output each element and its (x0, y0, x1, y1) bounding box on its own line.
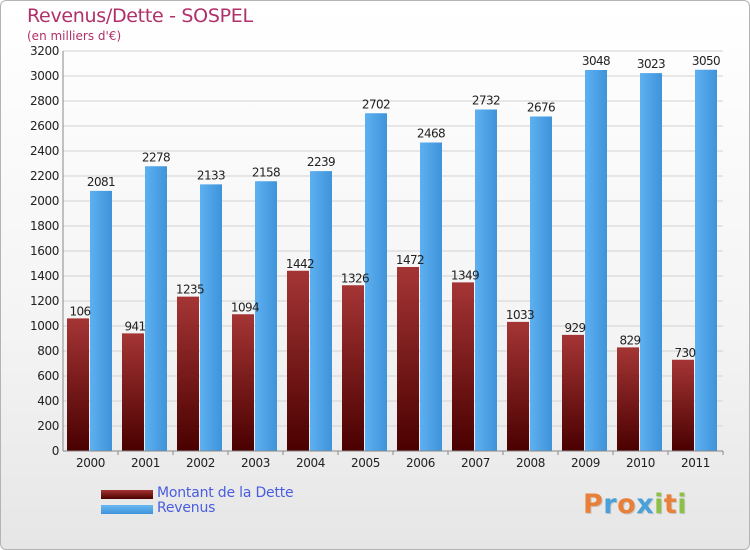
x-tick-label-2001: 2001 (131, 456, 160, 470)
bar-dette-2000 (67, 318, 89, 451)
legend-swatch-dette (101, 490, 153, 499)
y-tick-label-3000: 3000 (30, 69, 59, 83)
logo-letter: o (617, 489, 637, 520)
label-dette-2003: 1094 (231, 300, 259, 314)
legend-label-dette: Montant de la Dette (157, 485, 294, 501)
y-tick-label-1400: 1400 (30, 269, 59, 283)
label-revenus-2007: 2732 (472, 94, 500, 108)
x-tick-label-2007: 2007 (461, 456, 490, 470)
bar-dette-2003 (232, 314, 254, 451)
x-tick-label-2006: 2006 (406, 456, 435, 470)
legend-swatch-revenus (101, 505, 153, 514)
bar-revenus-2004 (310, 171, 332, 451)
logo-letter: t (663, 489, 678, 520)
x-tick-label-2000: 2000 (76, 456, 105, 470)
y-tick-label-2600: 2600 (30, 119, 59, 133)
grid-lines (63, 50, 723, 452)
label-revenus-2004: 2239 (307, 155, 335, 169)
x-axis: 2000 2001 2002 2003 2004 2005 2006 2007 2008 2009… (63, 450, 724, 470)
label-revenus-2011: 3050 (692, 54, 720, 68)
label-revenus-2000: 2081 (87, 175, 115, 189)
y-tick-label-200: 200 (37, 419, 59, 433)
label-dette-2002: 1235 (176, 283, 204, 297)
logo-letter: x (636, 489, 655, 520)
bar-revenus-2006 (420, 142, 442, 451)
logo-letter: i (677, 489, 688, 520)
label-revenus-2001: 2278 (142, 150, 170, 164)
label-dette-2010: 829 (619, 333, 640, 347)
label-dette-2008: 1033 (506, 308, 534, 322)
bar-dette-2011 (672, 359, 694, 451)
bar-dette-2005 (342, 285, 364, 451)
label-dette-2011: 730 (674, 346, 695, 360)
bar-revenus-2009 (585, 70, 607, 451)
y-tick-label-2800: 2800 (30, 94, 59, 108)
chart-subtitle: (en milliers d'€) (27, 29, 122, 43)
label-revenus-2008: 2676 (527, 101, 555, 115)
x-tick-label-2010: 2010 (626, 456, 655, 470)
y-tick-label-1200: 1200 (30, 294, 59, 308)
y-tick-label-2400: 2400 (30, 144, 59, 158)
label-dette-2004: 1442 (286, 257, 314, 271)
label-dette-2005: 1326 (341, 271, 369, 285)
label-dette-2001: 941 (124, 319, 145, 333)
y-tick-label-1800: 1800 (30, 219, 59, 233)
label-dette-2007: 1349 (451, 268, 479, 282)
bar-revenus-2001 (145, 166, 167, 451)
x-tick-label-2011: 2011 (681, 456, 710, 470)
x-tick-label-2004: 2004 (296, 456, 325, 470)
bar-revenus-2011 (695, 69, 717, 451)
y-tick-label-400: 400 (37, 394, 59, 408)
y-tick-label-2200: 2200 (30, 169, 59, 183)
chart-title: Revenus/Dette - SOSPEL (27, 5, 253, 27)
y-tick-label-2000: 2000 (30, 194, 59, 208)
bar-revenus-2008 (530, 116, 552, 451)
bar-dette-2002 (177, 296, 199, 451)
logo-letter: r (603, 489, 618, 520)
bar-revenus-2002 (200, 184, 222, 451)
logo-letter: i (654, 489, 664, 520)
bar-dette-2004 (287, 270, 309, 451)
y-tick-label-1000: 1000 (30, 319, 59, 333)
label-revenus-2006: 2468 (417, 127, 445, 141)
label-revenus-2010: 3023 (637, 57, 665, 71)
y-tick-label-600: 600 (37, 369, 59, 383)
y-tick-label-0: 0 (52, 444, 59, 458)
x-tick-label-2002: 2002 (186, 456, 215, 470)
bar-dette-2010 (617, 347, 639, 451)
label-dette-2000: 106 (69, 304, 90, 318)
y-axis: 0 200 400 600 800 1000 1200 1400 1600 1800 2000 220… (30, 44, 64, 458)
legend-label-revenus: Revenus (157, 500, 216, 516)
proxiti-logo: Proxiti (583, 489, 687, 520)
data-labels: 106 2081 941 2278 1235 2133 1094 2158 1442 2239 13… (69, 54, 720, 360)
y-tick-label-3200: 3200 (30, 44, 59, 58)
label-dette-2006: 1472 (396, 253, 424, 267)
label-revenus-2005: 2702 (362, 97, 390, 111)
bar-dette-2007 (452, 282, 474, 451)
bar-revenus-2000 (90, 190, 112, 451)
bars (67, 69, 717, 451)
bar-revenus-2005 (365, 113, 387, 451)
y-tick-label-800: 800 (37, 344, 59, 358)
bar-dette-2006 (397, 267, 419, 451)
x-tick-label-2005: 2005 (351, 456, 380, 470)
label-revenus-2009: 3048 (582, 54, 610, 68)
bar-revenus-2007 (475, 109, 497, 451)
bar-revenus-2010 (640, 73, 662, 451)
bar-dette-2009 (562, 334, 584, 451)
bar-dette-2001 (122, 333, 144, 451)
label-revenus-2003: 2158 (252, 165, 280, 179)
x-tick-label-2008: 2008 (516, 456, 545, 470)
x-tick-label-2003: 2003 (241, 456, 270, 470)
label-revenus-2002: 2133 (197, 168, 225, 182)
bar-dette-2008 (507, 321, 529, 451)
label-dette-2009: 929 (564, 321, 585, 335)
logo-letter: P (583, 489, 604, 520)
x-tick-label-2009: 2009 (571, 456, 600, 470)
bar-revenus-2003 (255, 181, 277, 451)
y-tick-label-1600: 1600 (30, 244, 59, 258)
